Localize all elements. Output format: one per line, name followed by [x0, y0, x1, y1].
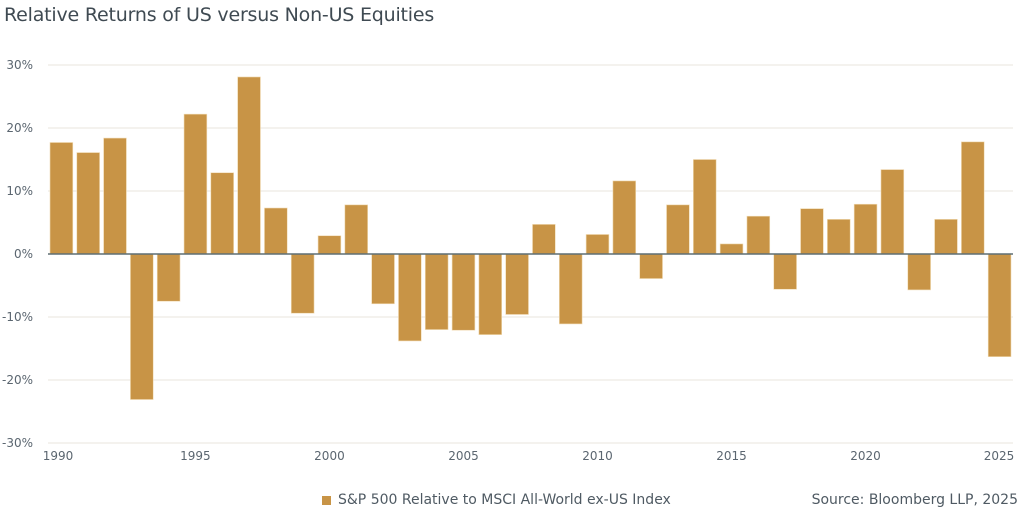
y-tick-label: -10% — [2, 310, 33, 324]
x-tick-label: 2015 — [716, 449, 747, 463]
bar-2001 — [344, 204, 368, 255]
y-tick-label: 0% — [14, 247, 33, 261]
bar-2016 — [746, 215, 771, 255]
bar-1999 — [290, 253, 315, 314]
bar-2025 — [987, 253, 1012, 357]
y-tick-label: 30% — [6, 58, 33, 72]
x-tick-label: 1995 — [180, 449, 211, 463]
y-tick-label: 10% — [6, 184, 33, 198]
bar-2007 — [505, 253, 529, 315]
bar-2024 — [961, 141, 985, 255]
bar-2006 — [478, 253, 502, 335]
bar-1991 — [76, 152, 100, 255]
bar-2022 — [907, 253, 931, 291]
bar-1990 — [49, 142, 74, 255]
bar-2010 — [585, 234, 610, 255]
y-tick-label: -20% — [2, 373, 33, 387]
x-tick-label: 2010 — [582, 449, 613, 463]
bar-2011 — [612, 180, 637, 255]
bar-2013 — [666, 204, 690, 255]
bar-1992 — [103, 137, 127, 255]
legend-swatch — [322, 495, 331, 505]
y-tick-label: -30% — [2, 436, 33, 450]
x-tick-label: 1990 — [43, 449, 74, 463]
bar-1997 — [237, 76, 261, 255]
source-note: Source: Bloomberg LLP, 2025 — [811, 492, 1018, 508]
bar-2020 — [853, 203, 878, 255]
bar-1993 — [130, 253, 154, 400]
bar-1994 — [156, 253, 181, 302]
bar-2017 — [773, 253, 797, 290]
bar-2014 — [693, 159, 717, 255]
x-tick-label: 2000 — [314, 449, 345, 463]
x-axis-tick-labels: 1990 1995 2000 2005 2010 2015 2020 2025 — [43, 449, 1015, 463]
bar-2023 — [934, 219, 958, 255]
bar-2003 — [398, 253, 422, 342]
bar-2012 — [639, 253, 663, 279]
bar-2015 — [719, 243, 744, 255]
bars — [49, 76, 1012, 400]
bar-2000 — [317, 235, 342, 255]
x-tick-label: 2020 — [850, 449, 881, 463]
bar-2019 — [827, 219, 851, 255]
bar-2008 — [532, 224, 556, 255]
y-axis-tick-labels: 30% 20% 10% 0% -10% -20% -30% — [2, 58, 33, 450]
bar-2009 — [559, 253, 583, 325]
legend-label: S&P 500 Relative to MSCI All-World ex-US… — [338, 492, 671, 508]
chart-title: Relative Returns of US versus Non-US Equ… — [4, 4, 435, 26]
bar-1995 — [183, 113, 208, 255]
y-tick-label: 20% — [6, 121, 33, 135]
bar-1998 — [264, 207, 288, 255]
bar-1996 — [210, 172, 234, 255]
gridlines — [48, 64, 1013, 444]
bar-2004 — [424, 253, 449, 330]
x-tick-label: 2005 — [448, 449, 479, 463]
x-tick-label: 2025 — [984, 449, 1015, 463]
legend: S&P 500 Relative to MSCI All-World ex-US… — [322, 492, 671, 508]
bar-2005 — [451, 253, 476, 331]
bar-2002 — [371, 253, 395, 305]
bar-2018 — [800, 208, 824, 255]
bar-2021 — [880, 169, 905, 255]
